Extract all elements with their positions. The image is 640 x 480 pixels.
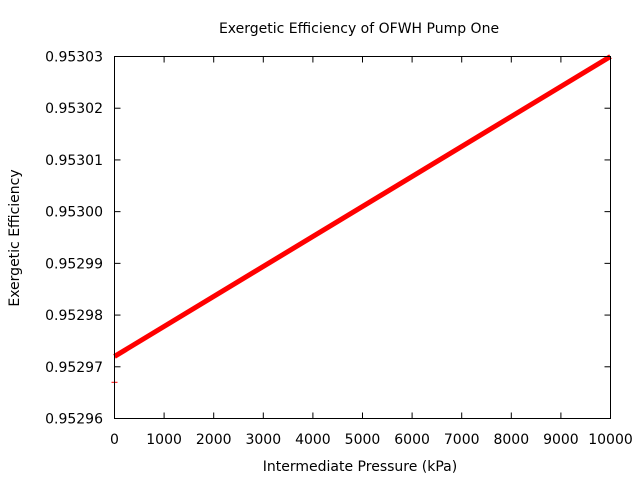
plot-frame (114, 56, 611, 419)
y-tick-label: 0.95297 (45, 360, 103, 376)
x-tick-label: 8000 (493, 432, 529, 448)
x-tick-label: 1000 (146, 432, 182, 448)
y-tick-label: 0.95300 (45, 205, 103, 221)
y-tick-label: 0.95299 (45, 256, 103, 272)
x-tick-label: 3000 (245, 432, 281, 448)
chart-title: Exergetic Efficiency of OFWH Pump One (219, 21, 499, 37)
y-tick-label: 0.95298 (45, 308, 103, 324)
x-axis-label: Intermediate Pressure (kPa) (263, 459, 457, 475)
x-tick-label: 6000 (394, 432, 430, 448)
x-tick-label: 10000 (588, 432, 633, 448)
y-axis-label: Exergetic Efficiency (7, 169, 23, 306)
x-tick-label: 2000 (196, 432, 232, 448)
x-tick-label: 0 (110, 432, 119, 448)
y-tick-label: 0.95296 (45, 412, 103, 428)
series-line (113, 54, 612, 359)
y-tick-label: 0.95302 (45, 101, 103, 117)
x-tick-label: 5000 (345, 432, 381, 448)
y-tick-label: 0.95303 (45, 50, 103, 66)
series-layer (111, 54, 612, 383)
y-tick-label: 0.95301 (45, 153, 103, 169)
x-tick-label: 4000 (295, 432, 331, 448)
ticks-layer: 0 1000 2000 3000 4000 5000 6000 7000 8000 9000 100… (45, 50, 633, 449)
x-tick-label: 9000 (543, 432, 579, 448)
x-tick-label: 7000 (444, 432, 480, 448)
